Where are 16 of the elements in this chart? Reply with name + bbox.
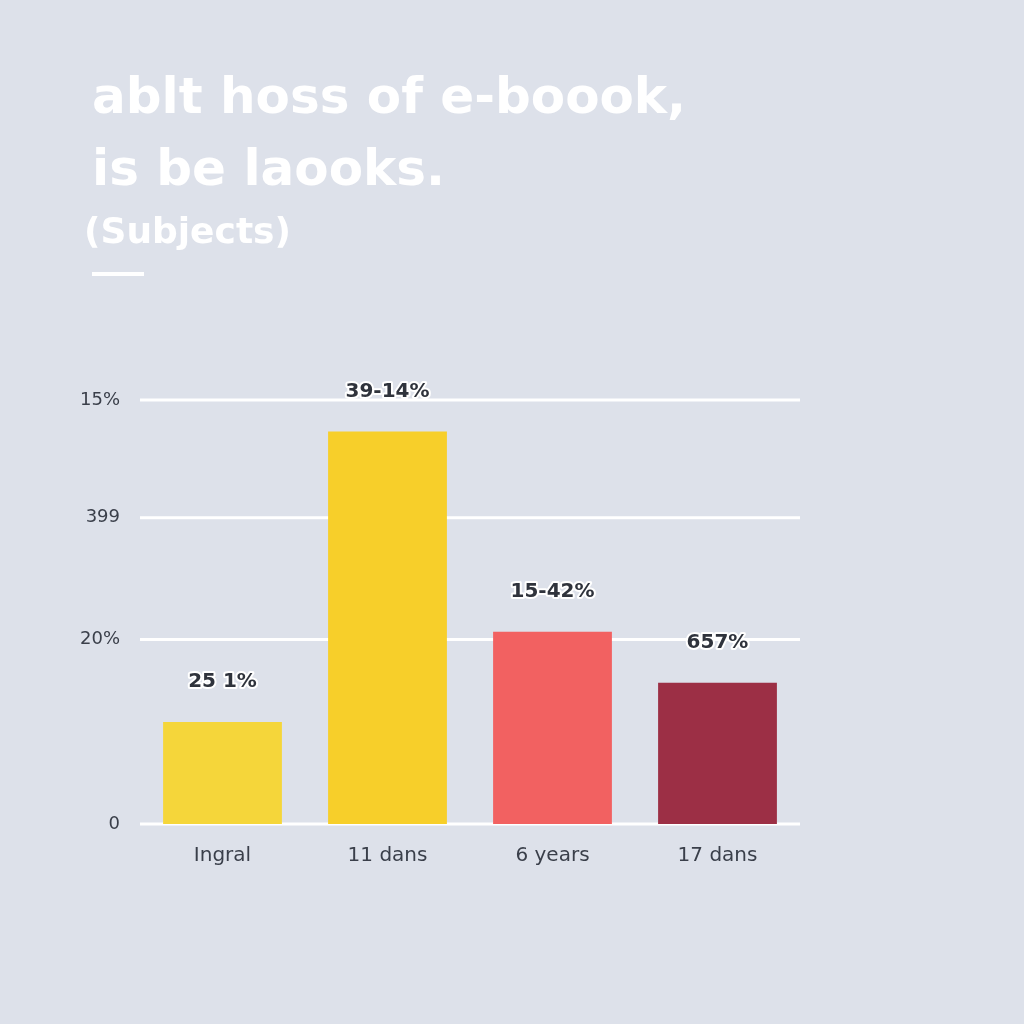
annotation: 39-14%: [345, 377, 430, 402]
x-tick-label: 6 years: [515, 842, 590, 867]
bar: [163, 721, 282, 824]
bar: [328, 431, 447, 824]
text: 15%: [79, 387, 120, 409]
bar: [493, 631, 612, 824]
text: 399: [85, 505, 120, 527]
annotation: 25 1%: [188, 668, 257, 693]
annotation: 657%: [686, 628, 749, 653]
x-tick-label: Ingral: [193, 842, 252, 867]
x-tick-label: 17 dans: [677, 842, 758, 867]
x-tick-label: 11 dans: [347, 842, 428, 867]
bar: [658, 682, 777, 824]
text: 0: [108, 811, 120, 833]
text: 20%: [79, 627, 120, 649]
annotation: 15-42%: [510, 577, 595, 602]
